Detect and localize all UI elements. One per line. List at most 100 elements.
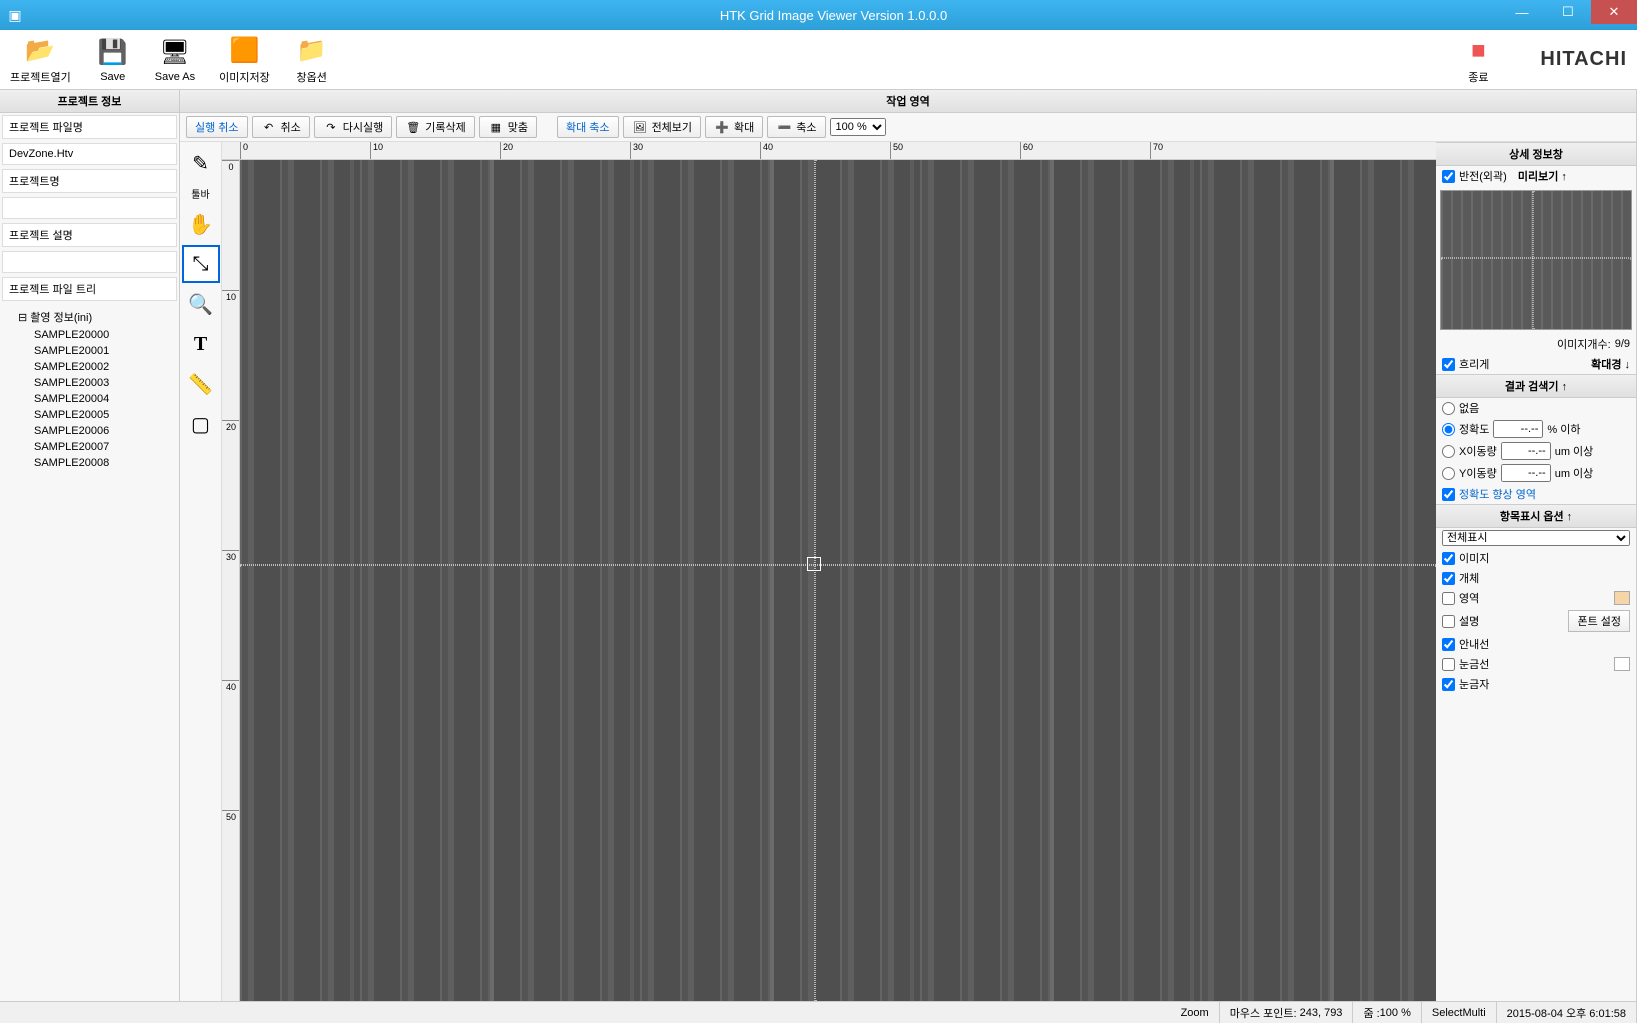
minimap-crosshair-h	[1441, 257, 1631, 259]
hand-tool-button[interactable]: ✋	[182, 205, 220, 243]
text-icon: T	[194, 333, 207, 356]
font-settings-button[interactable]: 폰트 설정	[1568, 610, 1630, 632]
opt-desc-checkbox[interactable]	[1442, 615, 1455, 628]
titlebar: ▣ HTK Grid Image Viewer Version 1.0.0.0 …	[0, 0, 1637, 30]
measure-tool-button[interactable]: 📏	[182, 365, 220, 403]
grid-color-swatch[interactable]	[1614, 657, 1630, 671]
opt-ruler-checkbox[interactable]	[1442, 678, 1455, 691]
fit-button[interactable]: ▦맞춤	[479, 116, 537, 138]
image-count-label: 이미지개수:	[1557, 336, 1611, 352]
opt-guide-checkbox[interactable]	[1442, 638, 1455, 651]
search-header: 결과 검색기 ↑	[1436, 374, 1636, 398]
filter-accuracy-input[interactable]	[1493, 420, 1543, 438]
accuracy-area-label: 정확도 향상 영역	[1459, 486, 1536, 502]
tree-leaf[interactable]: SAMPLE20006	[4, 423, 175, 439]
opt-grid-checkbox[interactable]	[1442, 658, 1455, 671]
maximize-button[interactable]: ☐	[1545, 0, 1591, 24]
redo-icon: ↷	[323, 119, 339, 135]
image-canvas[interactable]	[240, 160, 1436, 1001]
filter-xmove-unit: um 이상	[1555, 443, 1594, 459]
redo-button[interactable]: ↷다시실행	[314, 116, 392, 138]
saveas-icon: 🖥	[157, 37, 193, 69]
image-count-value: 9/9	[1615, 338, 1630, 350]
text-tool-button[interactable]: T	[182, 325, 220, 363]
horizontal-ruler: 010203040506070	[222, 142, 1436, 160]
image-save-button[interactable]: 🟧 이미지저장	[219, 35, 270, 85]
select-tool-button[interactable]: ⤡	[182, 245, 220, 283]
ruler-icon: 📏	[188, 372, 213, 397]
center-panel: 작업 영역 실행 취소 ↶취소 ↷다시실행 🗑기록삭제 ▦맞춤 확대 축소 🖼전…	[180, 90, 1637, 1001]
delete-history-label: 기록삭제	[425, 119, 465, 135]
left-panel: 프로젝트 정보 프로젝트 파일명 DevZone.Htv 프로젝트명 프로젝트 …	[0, 90, 180, 1001]
chip-image	[240, 160, 1436, 1001]
minimize-button[interactable]: —	[1499, 0, 1545, 24]
minimap-crosshair-v	[1532, 191, 1534, 329]
invert-checkbox[interactable]	[1442, 170, 1455, 183]
region-icon: ▢	[191, 412, 210, 437]
filter-xmove-radio[interactable]	[1442, 445, 1455, 458]
open-project-button[interactable]: 📂 프로젝트열기	[10, 35, 71, 85]
region-color-swatch[interactable]	[1614, 591, 1630, 605]
tree-leaf[interactable]: SAMPLE20003	[4, 375, 175, 391]
filter-accuracy-radio[interactable]	[1442, 423, 1455, 436]
folder-icon: 📁	[294, 35, 330, 67]
filter-xmove-input[interactable]	[1501, 442, 1551, 460]
display-select[interactable]: 전체표시	[1442, 530, 1630, 546]
tree-leaf[interactable]: SAMPLE20007	[4, 439, 175, 455]
minimap[interactable]	[1440, 190, 1632, 330]
zoom-in-button[interactable]: ➕확대	[705, 116, 763, 138]
trash-icon: 🗑	[405, 119, 421, 135]
filter-none-radio[interactable]	[1442, 402, 1455, 415]
zoom-tool-button[interactable]: 🔍	[182, 285, 220, 323]
undo-button[interactable]: ↶취소	[252, 116, 310, 138]
undo-section-label: 실행 취소	[186, 116, 248, 138]
brand-logo: HITACHI	[1540, 48, 1627, 71]
undo-icon: ↶	[261, 119, 277, 135]
filter-ymove-input[interactable]	[1501, 464, 1551, 482]
tree-leaf[interactable]: SAMPLE20004	[4, 391, 175, 407]
tree-leaf[interactable]: SAMPLE20008	[4, 455, 175, 471]
saveas-button[interactable]: 🖥 Save As	[155, 37, 195, 83]
fit-all-button[interactable]: 🖼전체보기	[623, 116, 701, 138]
secondary-toolbar: 실행 취소 ↶취소 ↷다시실행 🗑기록삭제 ▦맞춤 확대 축소 🖼전체보기 ➕확…	[180, 113, 1636, 142]
window-options-button[interactable]: 📁 창옵션	[294, 35, 330, 85]
filter-ymove-unit: um 이상	[1555, 465, 1594, 481]
crosshair-horizontal	[240, 564, 1436, 566]
zoom-select[interactable]: 100 %	[830, 118, 886, 136]
tree-leaf[interactable]: SAMPLE20001	[4, 343, 175, 359]
crosshair-vertical	[814, 160, 816, 1001]
preview-label: 미리보기 ↑	[1518, 168, 1567, 184]
undo-label: 취소	[281, 119, 301, 135]
magnifier-label: 확대경 ↓	[1591, 356, 1630, 372]
save-button[interactable]: 💾 Save	[95, 37, 131, 83]
tree-leaf[interactable]: SAMPLE20002	[4, 359, 175, 375]
close-button[interactable]: ✕	[1591, 0, 1637, 24]
tree-leaf[interactable]: SAMPLE20000	[4, 327, 175, 343]
delete-history-button[interactable]: 🗑기록삭제	[396, 116, 474, 138]
opt-object-label: 개체	[1459, 570, 1479, 586]
opt-grid-label: 눈금선	[1459, 656, 1489, 672]
filter-none-label: 없음	[1459, 400, 1479, 416]
minimap-image	[1441, 191, 1631, 329]
region-tool-button[interactable]: ▢	[182, 405, 220, 443]
window-title: HTK Grid Image Viewer Version 1.0.0.0	[30, 8, 1637, 23]
project-filename-value: DevZone.Htv	[2, 143, 177, 165]
accuracy-area-checkbox[interactable]	[1442, 488, 1455, 501]
opt-image-label: 이미지	[1459, 550, 1489, 566]
tree-leaf[interactable]: SAMPLE20005	[4, 407, 175, 423]
filter-ymove-radio[interactable]	[1442, 467, 1455, 480]
blur-checkbox[interactable]	[1442, 358, 1455, 371]
filter-accuracy-label: 정확도	[1459, 421, 1489, 437]
filter-xmove-label: X이동량	[1459, 443, 1497, 459]
hand-icon: ✋	[188, 212, 213, 237]
opt-object-checkbox[interactable]	[1442, 572, 1455, 585]
zoom-out-button[interactable]: ➖축소	[767, 116, 825, 138]
project-filename-label: 프로젝트 파일명	[2, 115, 177, 139]
opt-image-checkbox[interactable]	[1442, 552, 1455, 565]
tree-root[interactable]: ⊟ 촬영 정보(ini)	[4, 307, 175, 327]
status-mouse-value: 243, 793	[1300, 1007, 1343, 1019]
status-mode: Zoom	[1171, 1002, 1220, 1023]
exit-button[interactable]: ■ 종료	[1460, 35, 1496, 85]
pen-tool-button[interactable]: ✎	[182, 144, 220, 182]
opt-region-checkbox[interactable]	[1442, 592, 1455, 605]
